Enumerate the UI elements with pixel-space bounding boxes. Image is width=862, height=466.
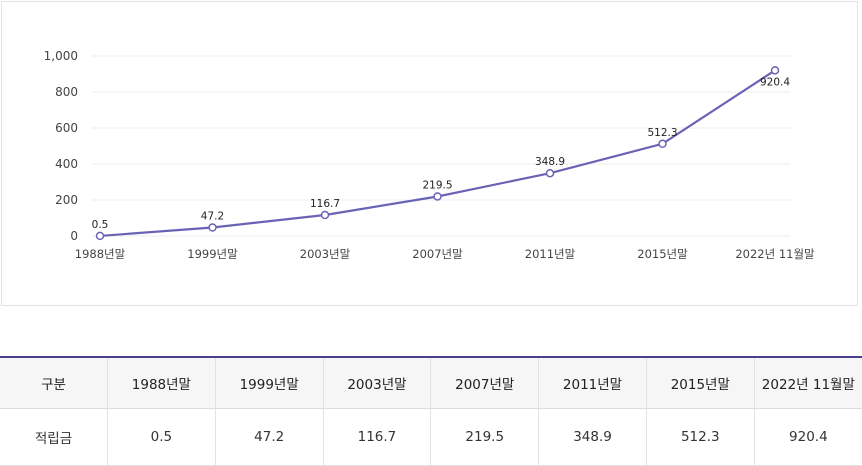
data-point — [433, 192, 442, 201]
table-header-label: 구분 — [0, 357, 108, 409]
table-col-header: 2015년말 — [646, 357, 755, 409]
table-cell: 920.4 — [754, 408, 862, 466]
table-col-header: 1988년말 — [107, 357, 216, 409]
y-tick-label: 1,000 — [44, 49, 78, 63]
x-tick-label: 2022년 11월말 — [735, 247, 815, 261]
y-tick-label: 400 — [55, 157, 78, 171]
table-col-header: 2007년말 — [430, 357, 540, 409]
table-cell: 0.5 — [107, 408, 216, 466]
table-cell: 47.2 — [215, 408, 324, 466]
data-label: 920.4 — [760, 76, 790, 88]
table-col-header: 1999년말 — [215, 357, 324, 409]
table-cell: 116.7 — [323, 408, 432, 466]
x-tick-label: 2007년말 — [412, 247, 463, 261]
table-col-header: 2022년 11월말 — [754, 357, 862, 409]
table-row: 적립금 0.5 47.2 116.7 219.5 348.9 512.3 920… — [0, 408, 862, 466]
data-table: 구분 1988년말 1999년말 2003년말 2007년말 2011년말 20… — [0, 356, 862, 466]
x-tick-label: 2011년말 — [525, 247, 576, 261]
data-point — [545, 168, 555, 178]
data-point — [770, 66, 780, 75]
x-tick-label: 1999년말 — [187, 247, 238, 261]
data-point — [320, 210, 330, 220]
data-label: 0.5 — [92, 219, 109, 231]
table-col-header: 2011년말 — [538, 357, 647, 409]
table-cell: 348.9 — [538, 408, 647, 466]
table-row-label: 적립금 — [0, 408, 108, 466]
table-cell: 219.5 — [430, 408, 540, 466]
y-tick-label: 0 — [70, 229, 78, 243]
y-tick-label: 600 — [55, 121, 78, 135]
data-point — [208, 223, 217, 232]
line-chart: 0 200 400 600 800 1,000 1988년말 1999년말 2003년말 2007… — [44, 49, 815, 261]
y-tick-label: 800 — [55, 85, 78, 99]
data-label: 348.9 — [535, 156, 565, 168]
table-col-header: 2003년말 — [323, 357, 432, 409]
data-label: 47.2 — [201, 211, 224, 223]
x-tick-label: 1988년말 — [75, 247, 126, 261]
data-point — [658, 139, 667, 149]
table-header-row: 구분 1988년말 1999년말 2003년말 2007년말 2011년말 20… — [0, 357, 862, 409]
y-tick-label: 200 — [55, 193, 78, 207]
x-tick-label: 2015년말 — [637, 247, 688, 261]
data-point — [95, 231, 105, 241]
x-tick-label: 2003년말 — [300, 247, 351, 261]
data-label: 512.3 — [647, 127, 677, 139]
chart-panel: 0 200 400 600 800 1,000 1988년말 1999년말 2003년말 2007… — [1, 1, 858, 306]
data-label: 219.5 — [422, 179, 452, 191]
data-label: 116.7 — [310, 198, 340, 210]
table-cell: 512.3 — [646, 408, 755, 466]
